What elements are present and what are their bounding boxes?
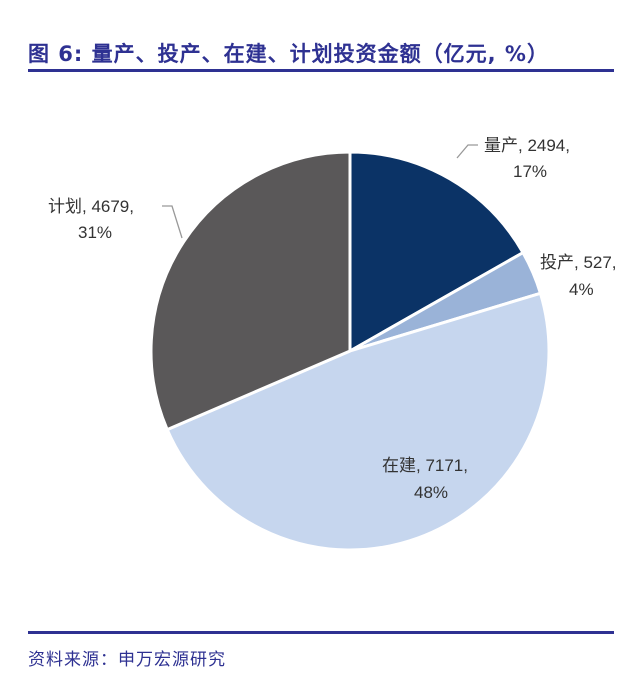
leader-line-jihua: [162, 205, 183, 239]
slice-liangchan: [348, 150, 525, 353]
label-jihua-pct: 31%: [78, 223, 112, 242]
label-jihua-value: 计划, 4679,: [48, 197, 134, 216]
label-liangchan-value: 量产, 2494,: [484, 136, 570, 155]
footer-rule: [28, 631, 614, 634]
slice-jihua: [149, 150, 352, 432]
title-underline: [28, 69, 614, 72]
leader-line-liangchan: [456, 144, 478, 159]
slice-zaijian: [165, 291, 551, 552]
label-touchan-pct: 4%: [569, 280, 594, 299]
label-zaijian-value: 在建, 7171,: [382, 456, 468, 475]
source-note: 资料来源：申万宏源研究: [28, 650, 226, 670]
label-zaijian-pct: 48%: [414, 483, 448, 502]
pie-slices: [149, 150, 551, 552]
label-liangchan-pct: 17%: [513, 162, 547, 181]
chart-title: 图 6: 量产、投产、在建、计划投资金额（亿元, %）: [28, 42, 549, 66]
label-touchan-value: 投产, 527,: [540, 253, 617, 272]
